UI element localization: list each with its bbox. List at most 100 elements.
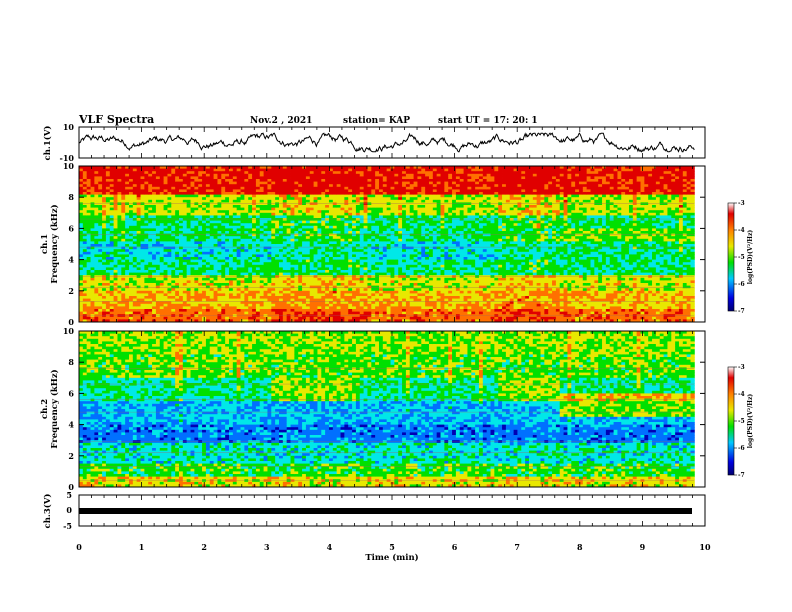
spec-cell (383, 215, 387, 218)
spec-cell (98, 231, 102, 234)
spec-cell (317, 273, 321, 276)
spec-cell (294, 200, 298, 203)
spec-cell (141, 257, 145, 260)
spec-cell (187, 236, 191, 239)
spec-cell (256, 304, 260, 307)
spec-cell (164, 254, 168, 257)
spec-cell (221, 176, 225, 179)
spec-cell (306, 234, 310, 237)
spec-cell (187, 213, 191, 216)
spec-cell (329, 249, 333, 252)
spec-cell (325, 234, 329, 237)
spec-cell (241, 244, 245, 247)
spec-cell (179, 197, 183, 200)
spec-cell (383, 202, 387, 205)
spec-cell (202, 304, 206, 307)
spec-cell (248, 205, 252, 208)
spec-cell (171, 187, 175, 190)
spec-cell (191, 280, 195, 283)
spec-cell (333, 169, 337, 172)
spec-cell (252, 260, 256, 263)
spec-cell (217, 317, 221, 320)
spec-cell (144, 252, 148, 255)
spec-cell (156, 228, 160, 231)
spec-cell (194, 260, 198, 263)
spec-cell (302, 223, 306, 226)
spec-cell (171, 197, 175, 200)
spec-cell (167, 241, 171, 244)
spec-cell (344, 179, 348, 182)
spec-cell (229, 176, 233, 179)
spec-cell (102, 179, 106, 182)
spec-cell (91, 197, 95, 200)
spec-cell (133, 189, 137, 192)
spec-cell (264, 195, 268, 198)
spec-cell (356, 231, 360, 234)
spec-cell (264, 176, 268, 179)
spec-cell (310, 317, 314, 320)
spec-cell (367, 273, 371, 276)
spec-cell (383, 262, 387, 265)
spec-cell (333, 213, 337, 216)
spec-cell (291, 231, 295, 234)
spec-cell (83, 239, 87, 242)
spec-cell (256, 239, 260, 242)
spec-cell (344, 244, 348, 247)
spec-cell (337, 249, 341, 252)
spec-cell (367, 278, 371, 281)
spec-cell (148, 205, 152, 208)
spec-cell (371, 257, 375, 260)
spec-cell (94, 296, 98, 299)
spec-cell (383, 228, 387, 231)
spec-cell (341, 176, 345, 179)
spec-cell (333, 239, 337, 242)
spec-cell (252, 293, 256, 296)
spec-cell (329, 189, 333, 192)
ch1-trace (79, 133, 694, 152)
spec-cell (264, 231, 268, 234)
spec-cell (210, 293, 214, 296)
spec-cell (156, 262, 160, 265)
spec-cell (252, 254, 256, 257)
spec-cell (217, 223, 221, 226)
spec-cell (325, 288, 329, 291)
spec-cell (264, 208, 268, 211)
spec-cell (333, 244, 337, 247)
spec-cell (291, 179, 295, 182)
spec-cell (79, 231, 83, 234)
spec-cell (260, 273, 264, 276)
spec-cell (279, 169, 283, 172)
spec-cell (79, 273, 83, 276)
spec-cell (156, 286, 160, 289)
spec-cell (298, 262, 302, 265)
spec-cell (244, 197, 248, 200)
spec-cell (344, 192, 348, 195)
spec-cell (337, 267, 341, 270)
spec-cell (260, 270, 264, 273)
spec-cell (267, 218, 271, 221)
spec-cell (148, 296, 152, 299)
spec-cell (337, 187, 341, 190)
spec-cell (217, 239, 221, 242)
spec-cell (225, 189, 229, 192)
spec-cell (187, 309, 191, 312)
spec-cell (321, 254, 325, 257)
spec-cell (383, 267, 387, 270)
spec-cell (125, 179, 129, 182)
spec-cell (171, 260, 175, 263)
spec-cell (352, 299, 356, 302)
spec-cell (152, 189, 156, 192)
spec-cell (179, 257, 183, 260)
spec-cell (375, 213, 379, 216)
spec-cell (364, 189, 368, 192)
spec-cell (375, 252, 379, 255)
spec-cell (187, 176, 191, 179)
spec-cell (102, 210, 106, 213)
spec-cell (260, 197, 264, 200)
spec-cell (283, 208, 287, 211)
spec-cell (237, 239, 241, 242)
spec-cell (210, 176, 214, 179)
spec-cell (367, 260, 371, 263)
spec-cell (125, 195, 129, 198)
spec-cell (94, 273, 98, 276)
